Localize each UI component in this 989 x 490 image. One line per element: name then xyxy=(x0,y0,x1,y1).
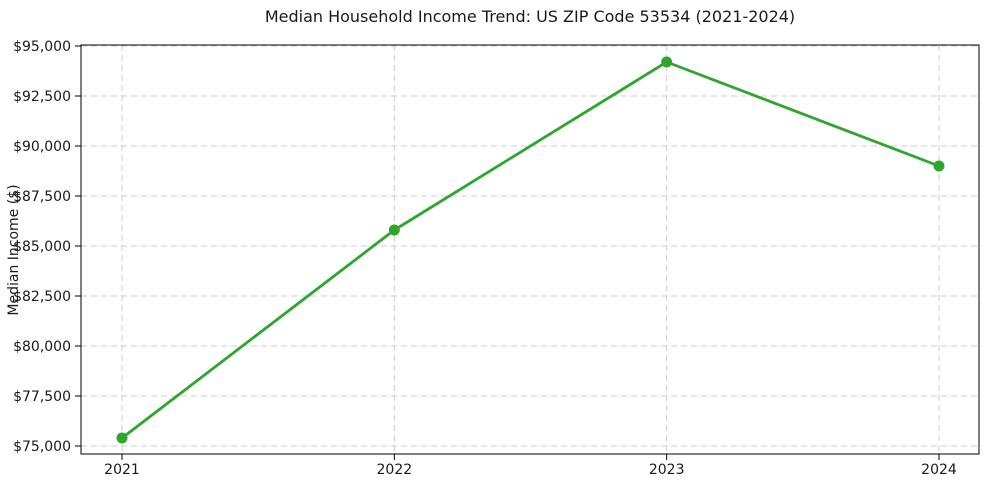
x-tick-label: 2023 xyxy=(649,462,685,478)
y-tick-label: $90,000 xyxy=(13,139,71,155)
plot-frame xyxy=(80,44,980,455)
data-point-2022 xyxy=(388,224,400,236)
y-tick-label: $87,500 xyxy=(13,189,71,205)
chart-title: Median Household Income Trend: US ZIP Co… xyxy=(264,7,796,26)
x-axis: 2021 2022 2023 2024 xyxy=(104,454,957,478)
y-tick-label: $92,500 xyxy=(13,89,71,105)
data-point-2023 xyxy=(661,56,673,68)
y-tick-label: $77,500 xyxy=(13,389,71,405)
data-point-2024 xyxy=(933,160,945,172)
x-tick-label: 2021 xyxy=(104,462,140,478)
y-tick-label: $85,000 xyxy=(13,239,71,255)
y-axis: $75,000 $77,500 $80,000 $82,500 $85,000 $87,5… xyxy=(13,39,81,455)
x-tick-label: 2024 xyxy=(921,462,957,478)
y-tick-label: $95,000 xyxy=(13,39,71,55)
y-tick-label: $75,000 xyxy=(13,439,71,455)
x-tick-label: 2022 xyxy=(377,462,413,478)
data-point-2021 xyxy=(116,432,128,444)
gridlines xyxy=(81,45,979,454)
income-trend-line xyxy=(120,60,941,440)
y-tick-label: $82,500 xyxy=(13,289,71,305)
y-tick-label: $80,000 xyxy=(13,339,71,355)
